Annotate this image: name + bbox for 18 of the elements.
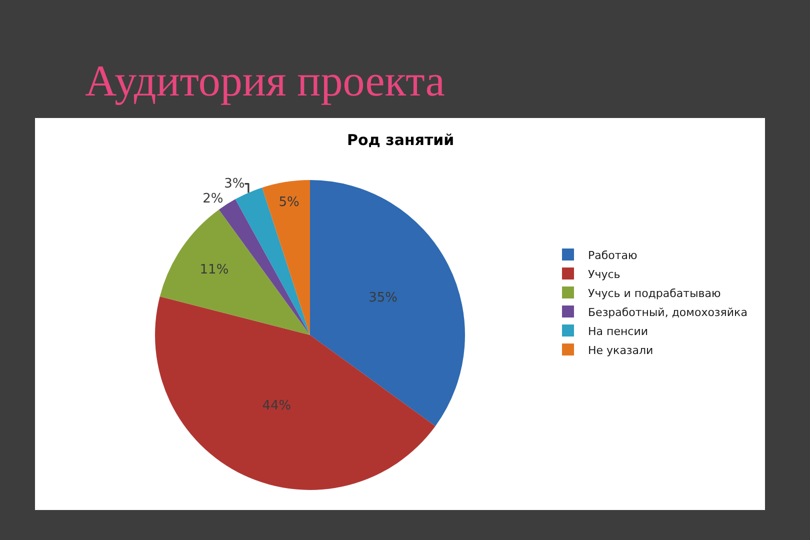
data-label: 5% [278,195,300,210]
pie-slice [262,180,310,335]
data-label: 3% [224,176,245,192]
legend-label: Безработный, домохозяйка [588,306,748,319]
pie-slice [310,180,465,426]
legend-label: Не указали [588,344,654,357]
chart-subtitle: Род занятий [347,131,454,149]
pie-slice [160,210,310,335]
data-label: 11% [200,262,229,278]
data-label: 44% [262,398,292,414]
legend-label: Учусь и подрабатываю [588,286,721,300]
data-label: 2% [202,191,224,206]
pie-slice [235,188,310,335]
data-label: 35% [368,290,398,306]
legend-label: Работаю [588,248,638,262]
chart-title: Аудитория проекта [85,56,445,106]
legend-label: На пенсии [588,324,648,338]
legend-label: Учусь [588,268,620,281]
